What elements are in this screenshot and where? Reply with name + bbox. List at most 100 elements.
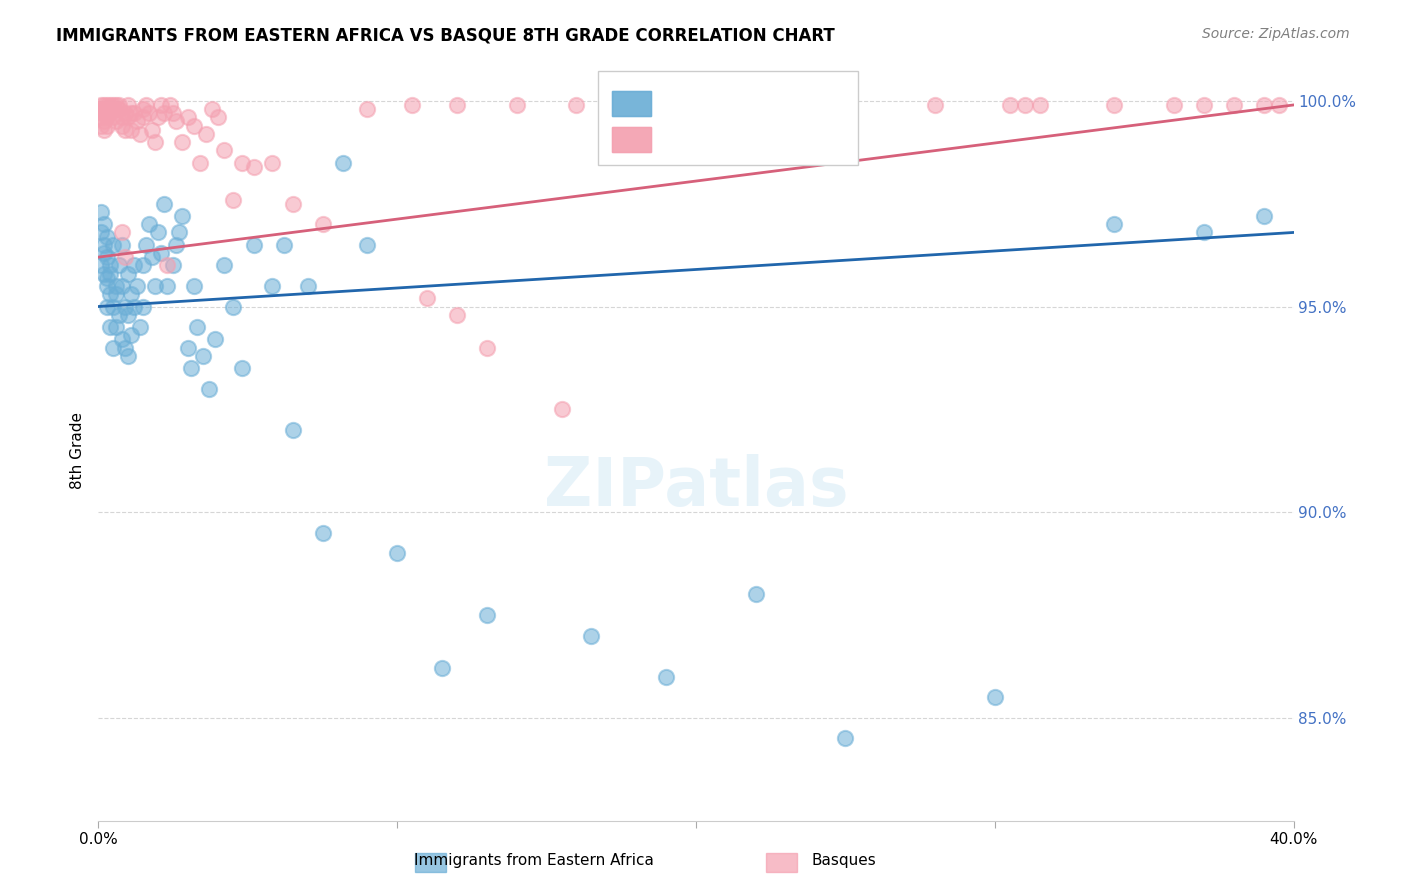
Point	[1192, 226, 1215, 240]
Point	[1192, 98, 1215, 112]
Point	[1104, 98, 1126, 112]
Point	[114, 300, 136, 314]
Point	[156, 279, 179, 293]
Point	[141, 250, 163, 264]
Point	[117, 308, 139, 322]
Point	[167, 226, 190, 240]
Point	[165, 237, 187, 252]
Point	[550, 402, 572, 417]
Point	[165, 114, 187, 128]
Point	[150, 246, 173, 260]
Point	[222, 193, 245, 207]
Point	[183, 279, 205, 293]
Point	[90, 259, 112, 273]
Point	[332, 155, 354, 169]
Point	[93, 114, 115, 128]
Point	[96, 250, 118, 264]
Point	[356, 102, 378, 116]
Point	[655, 670, 678, 684]
Point	[90, 102, 112, 116]
Point	[93, 246, 115, 260]
Point	[141, 122, 163, 136]
Point	[1014, 98, 1036, 112]
Point	[745, 587, 768, 601]
Text: R = 0.079   N = 81: R = 0.079 N = 81	[661, 90, 831, 108]
Point	[124, 106, 146, 120]
Point	[153, 106, 176, 120]
Point	[150, 98, 173, 112]
Point	[103, 341, 125, 355]
Point	[124, 300, 146, 314]
Point	[430, 661, 453, 675]
Point	[108, 259, 131, 273]
Point	[96, 300, 118, 314]
Point	[117, 349, 139, 363]
Point	[446, 308, 468, 322]
Point	[1104, 217, 1126, 231]
Point	[103, 110, 125, 124]
Point	[117, 110, 139, 124]
Point	[105, 279, 128, 293]
Point	[475, 341, 498, 355]
Point	[191, 349, 214, 363]
Point	[924, 98, 946, 112]
Point	[231, 155, 253, 169]
Point	[281, 423, 304, 437]
Point	[120, 328, 142, 343]
Point	[260, 279, 283, 293]
Point	[186, 320, 208, 334]
Point	[98, 320, 122, 334]
Point	[90, 205, 112, 219]
Point	[114, 122, 136, 136]
Point	[243, 160, 266, 174]
Point	[120, 287, 142, 301]
Point	[114, 250, 136, 264]
Point	[90, 226, 112, 240]
Point	[1253, 209, 1275, 223]
Point	[90, 119, 112, 133]
Point	[120, 106, 142, 120]
Point	[135, 237, 157, 252]
Point	[565, 98, 588, 112]
Point	[93, 102, 115, 116]
Point	[111, 237, 134, 252]
Point	[162, 106, 184, 120]
Point	[98, 287, 122, 301]
Point	[204, 333, 226, 347]
Point	[172, 209, 194, 223]
Point	[148, 226, 170, 240]
Text: R =   0.311   N = 86: R = 0.311 N = 86	[661, 126, 842, 144]
Point	[416, 291, 439, 305]
Point	[98, 267, 122, 281]
Point	[172, 135, 194, 149]
Point	[1163, 98, 1185, 112]
Point	[93, 106, 115, 120]
Point	[998, 98, 1021, 112]
Text: Basques: Basques	[811, 854, 876, 868]
Point	[108, 102, 131, 116]
Point	[195, 127, 218, 141]
Point	[135, 98, 157, 112]
Point	[685, 98, 707, 112]
Point	[117, 267, 139, 281]
Point	[129, 320, 152, 334]
Point	[111, 333, 134, 347]
Point	[127, 114, 149, 128]
Point	[834, 98, 856, 112]
Point	[201, 102, 224, 116]
Point	[105, 287, 128, 301]
Point	[127, 279, 149, 293]
Point	[96, 229, 118, 244]
Point	[745, 98, 768, 112]
Text: Immigrants from Eastern Africa: Immigrants from Eastern Africa	[415, 854, 654, 868]
Point	[198, 382, 221, 396]
Point	[103, 98, 125, 112]
Point	[108, 98, 131, 112]
Point	[114, 341, 136, 355]
Point	[96, 119, 118, 133]
Point	[98, 102, 122, 116]
Point	[177, 341, 200, 355]
Point	[103, 102, 125, 116]
Point	[105, 320, 128, 334]
Point	[207, 110, 229, 124]
